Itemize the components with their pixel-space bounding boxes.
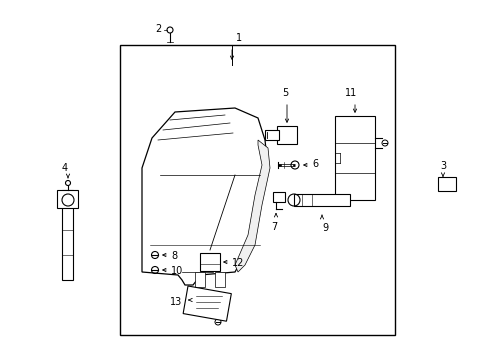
Text: 9: 9 [321,223,327,233]
Bar [272,192,285,202]
Text: 13: 13 [169,297,182,307]
Text: 10: 10 [171,266,183,276]
Bar [62,190,73,280]
Text: 8: 8 [171,251,177,261]
Text: 2: 2 [156,24,162,34]
Text: 6: 6 [311,159,318,169]
Text: 5: 5 [281,88,287,98]
Bar [57,190,78,208]
Polygon shape [142,108,267,285]
Text: 7: 7 [270,222,277,232]
Bar [264,130,279,140]
Bar [276,126,296,144]
Text: 12: 12 [231,258,244,268]
Bar [215,272,224,287]
FancyBboxPatch shape [334,116,374,200]
Text: 1: 1 [236,33,242,43]
Bar [183,286,231,321]
Bar [195,272,204,287]
Bar [437,177,455,191]
Text: 3: 3 [439,161,445,171]
Bar [120,45,394,335]
FancyBboxPatch shape [200,253,220,271]
Text: 4: 4 [62,163,68,173]
Polygon shape [235,140,269,272]
Text: 11: 11 [344,88,356,98]
Bar [293,194,349,206]
